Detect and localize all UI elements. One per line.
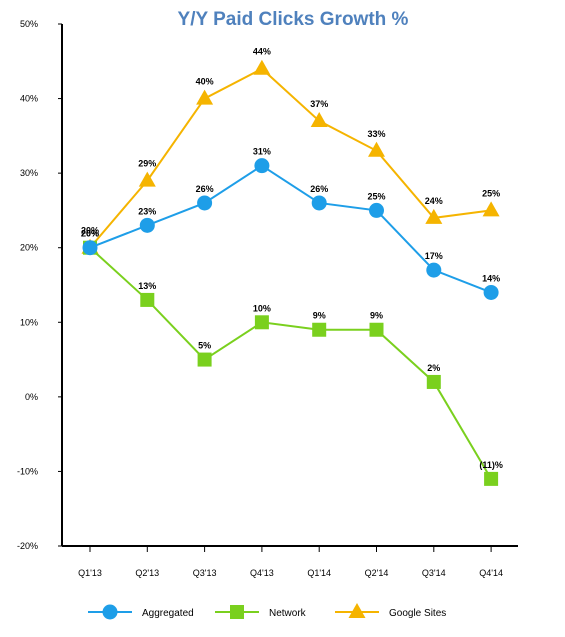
- point-aggregated: [369, 202, 384, 218]
- x-tick-label: Q1'13: [78, 568, 102, 578]
- point-google-sites: [138, 171, 156, 187]
- point-google-sites: [425, 208, 443, 224]
- legend-triangle-icon: [348, 603, 366, 618]
- series-layer: [81, 59, 500, 486]
- data-label-google-sites: 24%: [425, 196, 443, 206]
- data-label-google-sites: 25%: [482, 188, 500, 198]
- point-network: [369, 322, 384, 337]
- point-aggregated: [197, 195, 213, 211]
- data-label-google-sites: 20%: [81, 226, 99, 236]
- point-network: [197, 352, 212, 367]
- data-label-aggregated: 31%: [253, 147, 271, 157]
- legend-item-network: Network: [215, 605, 307, 619]
- series-line-google-sites: [89, 67, 492, 249]
- data-label-google-sites: 40%: [196, 77, 214, 87]
- data-label-aggregated: 25%: [367, 191, 385, 201]
- data-label-aggregated: 26%: [196, 184, 214, 194]
- point-network: [312, 322, 327, 337]
- x-tick-label: Q1'14: [307, 568, 331, 578]
- point-network: [426, 374, 441, 389]
- point-google-sites: [196, 89, 214, 105]
- y-tick-label: 0%: [25, 392, 38, 402]
- legend-label: Network: [269, 608, 307, 619]
- data-label-network: 13%: [138, 281, 156, 291]
- point-aggregated: [139, 217, 155, 233]
- data-label-network: 5%: [198, 341, 211, 351]
- series-line-aggregated: [89, 164, 492, 294]
- y-tick-label: 10%: [20, 317, 38, 327]
- y-tick-label: 20%: [20, 243, 38, 253]
- data-label-network: (11)%: [479, 460, 503, 470]
- data-label-aggregated: 23%: [138, 206, 156, 216]
- point-google-sites: [482, 201, 500, 217]
- point-aggregated: [254, 158, 270, 174]
- point-aggregated: [483, 284, 499, 300]
- legend: Aggregated Network Google Sites: [88, 603, 446, 620]
- data-label-aggregated: 20%: [81, 229, 99, 239]
- x-tick-label: Q4'14: [479, 568, 503, 578]
- point-google-sites: [368, 141, 385, 157]
- point-network: [140, 292, 155, 307]
- axes: -20% -10% 0% 10% 20% 30% 40% 50% Q1'13 Q2'13 Q3'13…: [17, 19, 518, 578]
- x-tick-label: Q3'14: [422, 568, 446, 578]
- series-google-sites: [81, 59, 500, 254]
- legend-item-aggregated: Aggregated: [88, 604, 194, 620]
- point-aggregated: [311, 195, 327, 211]
- point-aggregated: [426, 262, 442, 278]
- x-tick-label: Q3'13: [193, 568, 217, 578]
- series-aggregated: [82, 158, 499, 300]
- y-tick-label: 50%: [20, 19, 38, 29]
- data-label-network: 9%: [370, 311, 383, 321]
- legend-label: Google Sites: [389, 608, 446, 619]
- y-tick-label: 40%: [20, 94, 38, 104]
- data-label-aggregated: 17%: [425, 251, 443, 261]
- data-label-google-sites: 33%: [367, 129, 385, 139]
- point-aggregated: [82, 240, 98, 256]
- data-labels: 20%23%26%31%26%25%17%14%20%13%5%10%9% 9%2…: [81, 47, 503, 470]
- data-label-aggregated: 26%: [310, 184, 328, 194]
- legend-item-google-sites: Google Sites: [335, 603, 446, 619]
- y-tick-label: 30%: [20, 168, 38, 178]
- series-line-network: [89, 246, 492, 480]
- point-google-sites: [310, 111, 328, 127]
- data-label-network: 20%: [81, 229, 99, 239]
- data-label-network: 10%: [253, 303, 271, 313]
- point-network: [484, 471, 499, 486]
- data-label-network: 2%: [427, 363, 440, 373]
- point-google-sites: [253, 59, 271, 75]
- x-tick-label: Q4'13: [250, 568, 274, 578]
- data-label-google-sites: 37%: [310, 99, 328, 109]
- x-tick-label: Q2'14: [365, 568, 389, 578]
- data-label-aggregated: 14%: [482, 273, 500, 283]
- data-label-network: 9%: [313, 311, 326, 321]
- point-network: [254, 315, 269, 330]
- chart-title: Y/Y Paid Clicks Growth %: [178, 9, 409, 30]
- y-tick-label: -20%: [17, 541, 38, 551]
- y-tick-label: -10%: [17, 466, 38, 476]
- x-tick-label: Q2'13: [135, 568, 159, 578]
- legend-label: Aggregated: [142, 608, 194, 619]
- data-label-google-sites: 44%: [253, 47, 271, 57]
- legend-circle-icon: [102, 604, 118, 620]
- data-label-google-sites: 29%: [138, 159, 156, 169]
- legend-square-icon: [230, 605, 244, 619]
